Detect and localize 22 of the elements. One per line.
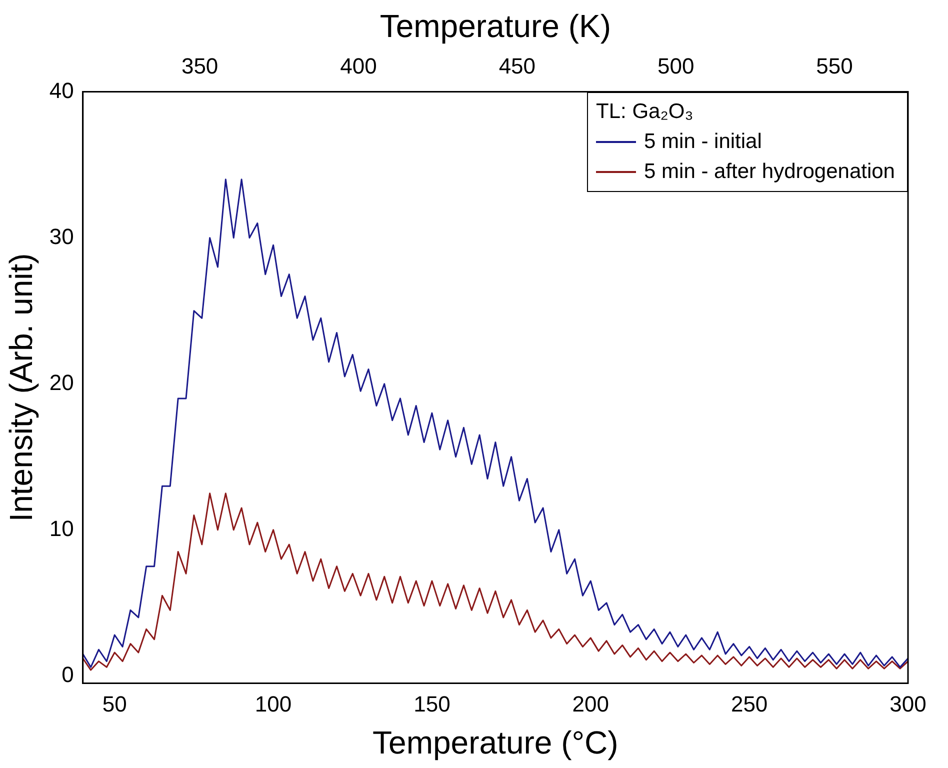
x2-tick-label: 400 — [340, 54, 377, 79]
y-axis-title: Intensity (Arb. unit) — [3, 253, 40, 522]
y-tick-label: 0 — [62, 662, 74, 687]
y-tick-label: 10 — [49, 516, 74, 541]
legend-label: 5 min - initial — [644, 128, 762, 155]
x2-tick-label: 500 — [657, 54, 694, 79]
x-tick-label: 100 — [254, 691, 292, 716]
x2-tick-label: 450 — [498, 54, 536, 79]
x-tick-label: 300 — [890, 691, 926, 716]
y-tick-label: 30 — [49, 224, 74, 249]
x-axis-title: Temperature (°C) — [372, 724, 618, 761]
y-tick-label: 40 — [49, 78, 74, 103]
y-tick-label: 20 — [49, 370, 74, 395]
x-tick-label: 200 — [572, 691, 609, 716]
x-tick-label: 250 — [730, 691, 768, 716]
x2-tick-label: 550 — [816, 54, 853, 79]
legend-title: TL: Ga₂O₃ — [596, 98, 694, 125]
legend-label: 5 min - after hydrogenation — [644, 158, 895, 185]
x-tick-label: 150 — [414, 691, 450, 716]
x-tick-label: 50 — [102, 691, 127, 716]
x2-tick-label: 350 — [181, 54, 218, 79]
x2-axis-title: Temperature (K) — [380, 8, 612, 44]
